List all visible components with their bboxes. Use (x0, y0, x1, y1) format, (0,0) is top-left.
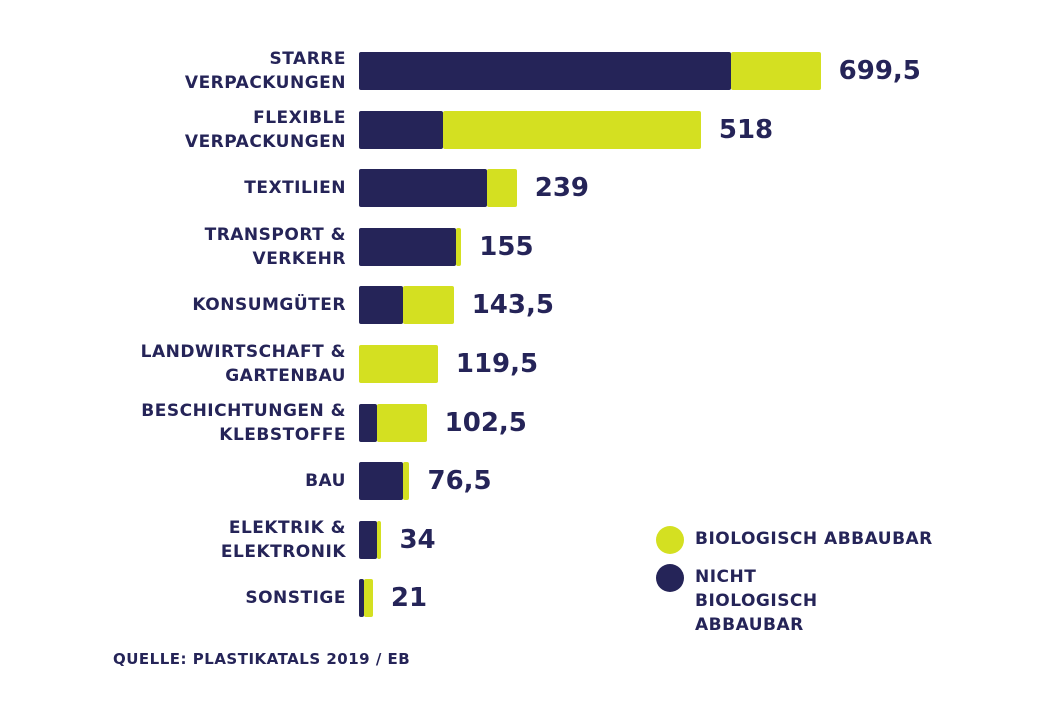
category-label: STARRE VERPACKUNGEN (184, 49, 346, 93)
bar-segment-biodegradable (730, 52, 821, 90)
bar-segment-biodegradable (359, 345, 438, 383)
bar-segment-non-biodegradable (359, 286, 403, 325)
legend-label-biodegradable: BIOLOGISCH ABBAUBAR (695, 529, 933, 549)
bar-segment-non-biodegradable (359, 110, 443, 149)
category-label: TRANSPORT & VERKEHR (204, 224, 346, 269)
value-label: 76,5 (427, 466, 492, 497)
category-label: LANDWIRTSCHAFT & GARTENBAU (140, 342, 346, 386)
bar-segment-biodegradable (402, 462, 410, 501)
bar-segment-non-biodegradable (359, 403, 378, 442)
bar-segment-non-biodegradable (359, 169, 488, 208)
bar-segment-non-biodegradable (359, 52, 731, 90)
value-label: 34 (399, 524, 436, 555)
value-label: 155 (479, 231, 534, 262)
category-label: BESCHICHTUNGEN & KLEBSTOFFE (141, 400, 346, 445)
bar-segment-biodegradable (442, 110, 701, 149)
value-label: 239 (534, 173, 590, 204)
value-label: 21 (390, 583, 428, 614)
bar-segment-biodegradable (456, 227, 462, 266)
legend-swatch-non-biodegradable (656, 564, 684, 592)
legend-label-non-biodegradable: NICHT BIOLOGISCH ABBAUBAR (695, 567, 818, 635)
value-label: 119,5 (455, 349, 539, 379)
category-label: KONSUMGÜTER (192, 295, 346, 316)
bar-segment-biodegradable (402, 286, 454, 325)
category-label: TEXTILIEN (244, 178, 346, 199)
category-label: FLEXIBLE VERPACKUNGEN (184, 107, 346, 152)
bar-segment-biodegradable (487, 169, 517, 208)
category-label: BAU (305, 471, 346, 492)
category-label: ELEKTRIK & ELEKTRONIK (220, 517, 346, 562)
bar-segment-non-biodegradable (359, 579, 365, 618)
value-label: 102,5 (444, 407, 527, 438)
category-label: SONSTIGE (245, 588, 346, 609)
bar-segment-biodegradable (364, 579, 373, 618)
bar-segment-non-biodegradable (359, 227, 457, 266)
value-label: 143,5 (471, 290, 554, 321)
source-note: QUELLE: PLASTIKATALS 2019 / EB (113, 650, 411, 668)
bar-segment-non-biodegradable (359, 520, 377, 559)
bar-segment-non-biodegradable (359, 462, 403, 501)
value-label: 518 (718, 114, 774, 145)
bar-segment-biodegradable (377, 403, 427, 442)
legend-swatch-biodegradable (656, 526, 684, 554)
bar-segment-biodegradable (376, 520, 382, 559)
value-label: 699,5 (838, 56, 921, 86)
